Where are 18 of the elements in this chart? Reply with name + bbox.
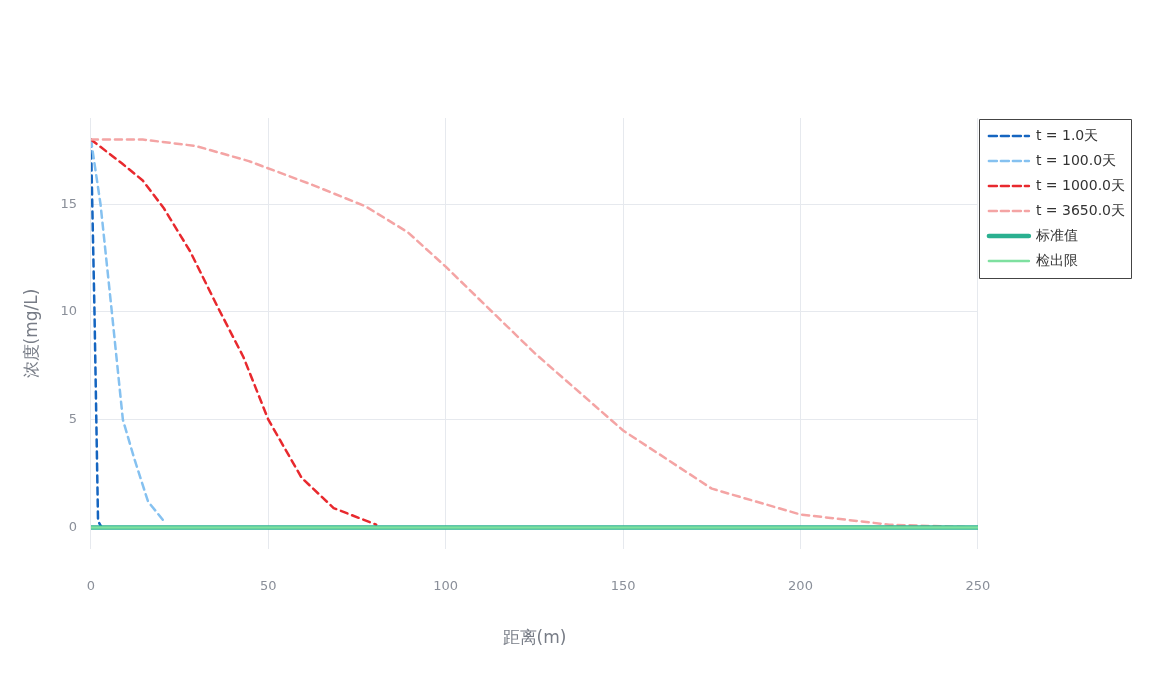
x-tick-label: 100 (433, 578, 459, 594)
x-tick-label: 250 (965, 578, 991, 594)
legend-label: t = 100.0天 (1035, 151, 1117, 168)
y-tick-label: 15 (60, 195, 77, 211)
x-axis-title: 距离(m) (502, 627, 567, 648)
legend-label: t = 3650.0天 (1035, 201, 1125, 218)
x-tick-label: 200 (788, 578, 813, 594)
x-tick-label: 0 (86, 578, 96, 594)
y-tick-label: 5 (68, 411, 77, 427)
legend-label: 检出限 (1035, 251, 1078, 268)
y-tick-label: 10 (60, 303, 77, 319)
x-tick-label: 150 (610, 578, 636, 594)
x-tick-label: 50 (260, 578, 277, 594)
y-tick-label: 0 (68, 518, 77, 534)
y-axis-title: 浓度(mg/L) (20, 288, 41, 379)
legend-label: t = 1000.0天 (1035, 176, 1125, 193)
legend-label: 标准值 (1034, 226, 1078, 243)
legend-label: t = 1.0天 (1035, 126, 1099, 143)
